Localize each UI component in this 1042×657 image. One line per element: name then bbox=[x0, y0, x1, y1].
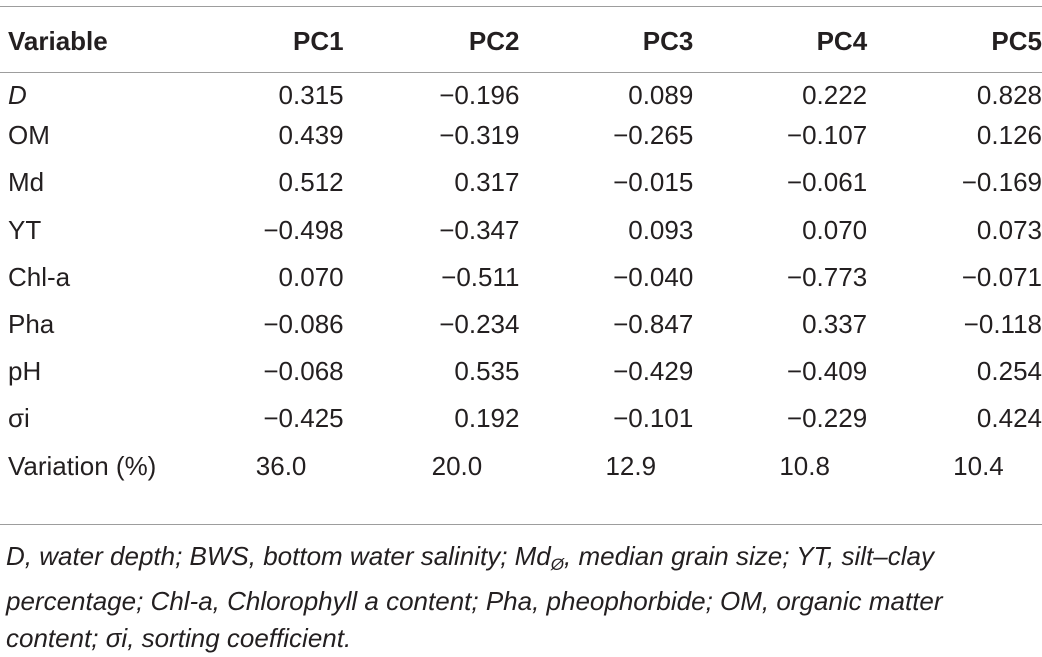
cell-pc5: −0.071 bbox=[961, 261, 1042, 292]
cell-pc4: −0.229 bbox=[786, 403, 868, 434]
header-pc2: PC2 bbox=[468, 26, 520, 56]
cell-pc5: 0.254 bbox=[976, 356, 1042, 387]
table-row: OM 0.439 −0.319 −0.265 −0.107 0.126 bbox=[0, 112, 1042, 159]
pca-loadings-table: Variable PC1 PC2 PC3 PC4 PC5 D 0.315 −0.… bbox=[0, 18, 1042, 490]
variation-label: Variation (%) bbox=[8, 450, 157, 481]
cell-pc3: 0.093 bbox=[628, 214, 694, 245]
header-rule bbox=[0, 72, 1042, 73]
cell-pc2: 0.535 bbox=[454, 356, 520, 387]
header-pc3: PC3 bbox=[642, 26, 694, 56]
variation-pc2: 20.0 bbox=[431, 450, 483, 481]
cell-pc3: −0.429 bbox=[613, 356, 694, 387]
row-variable: YT bbox=[8, 214, 42, 245]
table-row: Chl-a 0.070 −0.511 −0.040 −0.773 −0.071 bbox=[0, 254, 1042, 301]
table-row: σi −0.425 0.192 −0.101 −0.229 0.424 bbox=[0, 395, 1042, 442]
variation-pc3: 12.9 bbox=[605, 450, 657, 481]
footnote-text-part1: D, water depth; BWS, bottom water salini… bbox=[6, 541, 551, 571]
cell-pc1: 0.512 bbox=[278, 167, 344, 198]
header-pc5: PC5 bbox=[991, 26, 1042, 56]
table-row: YT −0.498 −0.347 0.093 0.070 0.073 bbox=[0, 207, 1042, 254]
table-footnote: D, water depth; BWS, bottom water salini… bbox=[6, 538, 1038, 657]
cell-pc2: −0.347 bbox=[439, 214, 520, 245]
cell-pc1: −0.498 bbox=[263, 214, 344, 245]
cell-pc1: 0.070 bbox=[278, 261, 344, 292]
cell-pc5: −0.118 bbox=[963, 309, 1042, 340]
cell-pc2: −0.196 bbox=[439, 80, 520, 111]
row-variable: D bbox=[8, 80, 27, 111]
cell-pc5: 0.424 bbox=[976, 403, 1042, 434]
cell-pc4: −0.773 bbox=[786, 261, 868, 292]
cell-pc1: −0.425 bbox=[263, 403, 344, 434]
row-variable: pH bbox=[8, 356, 42, 387]
row-variable: σi bbox=[8, 403, 30, 434]
cell-pc5: 0.828 bbox=[976, 80, 1042, 111]
cell-pc3: −0.040 bbox=[613, 261, 694, 292]
cell-pc3: −0.015 bbox=[613, 167, 694, 198]
variation-pc5: 10.4 bbox=[953, 450, 1004, 481]
cell-pc3: 0.089 bbox=[628, 80, 694, 111]
cell-pc4: 0.337 bbox=[802, 309, 868, 340]
cell-pc1: −0.086 bbox=[263, 309, 344, 340]
footnote-text-part2: , median grain size; YT, silt–clay perce… bbox=[6, 541, 943, 653]
bottom-rule bbox=[0, 524, 1042, 525]
table-row: pH −0.068 0.535 −0.429 −0.409 0.254 bbox=[0, 348, 1042, 395]
cell-pc3: −0.265 bbox=[613, 120, 694, 151]
cell-pc4: 0.222 bbox=[802, 80, 868, 111]
cell-pc2: −0.234 bbox=[439, 309, 520, 340]
table-row: Md 0.512 0.317 −0.015 −0.061 −0.169 bbox=[0, 159, 1042, 206]
row-variable: Md bbox=[8, 167, 45, 198]
header-row: Variable PC1 PC2 PC3 PC4 PC5 bbox=[0, 18, 1042, 65]
cell-pc2: −0.319 bbox=[439, 120, 520, 151]
table-row: D 0.315 −0.196 0.089 0.222 0.828 bbox=[0, 65, 1042, 112]
row-variable: Chl-a bbox=[8, 261, 71, 292]
cell-pc3: −0.847 bbox=[613, 309, 694, 340]
header-pc1: PC1 bbox=[293, 26, 344, 56]
cell-pc5: 0.073 bbox=[976, 214, 1042, 245]
cell-pc4: −0.409 bbox=[786, 356, 868, 387]
cell-pc2: 0.317 bbox=[454, 167, 520, 198]
variation-pc1: 36.0 bbox=[255, 450, 307, 481]
cell-pc2: −0.511 bbox=[441, 261, 520, 292]
cell-pc4: −0.061 bbox=[786, 167, 868, 198]
cell-pc5: 0.126 bbox=[976, 120, 1042, 151]
cell-pc1: −0.068 bbox=[263, 356, 344, 387]
top-rule bbox=[0, 6, 1042, 7]
cell-pc1: 0.439 bbox=[278, 120, 344, 151]
table-row: Pha −0.086 −0.234 −0.847 0.337 −0.118 bbox=[0, 301, 1042, 348]
variation-row: Variation (%) 36.0 20.0 12.9 10.8 10.4 bbox=[0, 443, 1042, 490]
footnote-subscript: Ø bbox=[550, 555, 564, 574]
cell-pc4: 0.070 bbox=[802, 214, 868, 245]
row-variable: Pha bbox=[8, 309, 55, 340]
cell-pc4: −0.107 bbox=[786, 120, 868, 151]
cell-pc3: −0.101 bbox=[613, 403, 694, 434]
variation-pc4: 10.8 bbox=[779, 450, 830, 481]
header-pc4: PC4 bbox=[816, 26, 868, 56]
cell-pc5: −0.169 bbox=[961, 167, 1042, 198]
header-variable: Variable bbox=[8, 26, 108, 56]
row-variable: OM bbox=[8, 120, 50, 151]
cell-pc1: 0.315 bbox=[278, 80, 344, 111]
cell-pc2: 0.192 bbox=[454, 403, 520, 434]
